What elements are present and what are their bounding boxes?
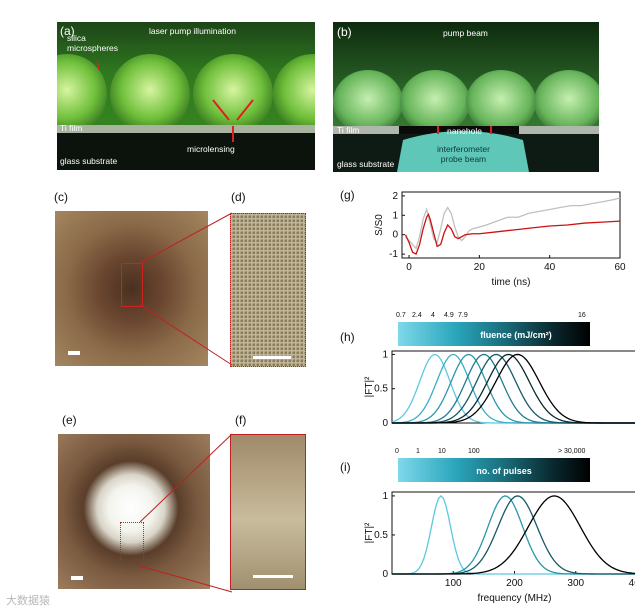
pulses-colorbar	[398, 458, 590, 482]
zoom-lines-ef	[140, 433, 233, 593]
scale-bar-e	[71, 576, 83, 580]
glass-substrate-label: glass substrate	[60, 156, 118, 166]
y-axis-label: S/S0	[374, 214, 385, 236]
colorbar-tick-label: 100	[468, 448, 480, 455]
y-tick-label: -1	[389, 249, 398, 260]
panel-h-label: (h)	[340, 330, 355, 344]
colorbar-tick-label: > 30,000	[558, 448, 586, 455]
scale-bar-d	[253, 356, 291, 359]
series-line	[391, 354, 635, 424]
x-tick-label: 200	[506, 578, 523, 589]
nanohole-illustration	[333, 70, 599, 172]
colorbar-tick-label: 7.9	[458, 312, 468, 319]
colorbar-tick-label: 1	[416, 448, 420, 455]
colorbar-tick-label: 0.7	[396, 312, 406, 319]
x-tick-label: 400	[629, 578, 635, 589]
series-line	[391, 353, 635, 424]
series-line	[392, 495, 635, 575]
series-line	[391, 353, 635, 424]
pump-beam-label: pump beam	[443, 28, 488, 38]
x-tick-label: 60	[614, 262, 626, 273]
panel-f-image	[230, 434, 306, 590]
ti-film-label: Ti film	[60, 123, 83, 133]
panel-e-label: (e)	[62, 413, 77, 427]
colorbar-tick-label: 10	[438, 448, 446, 455]
panel-a-label: (a)	[60, 24, 75, 38]
zoom-lines-cd	[140, 212, 233, 366]
x-tick-label: 40	[544, 262, 556, 273]
microlensing-label: microlensing	[187, 144, 235, 154]
series-line	[391, 353, 635, 424]
x-tick-label: 300	[567, 578, 584, 589]
watermark: 大数据猿	[6, 595, 50, 607]
series-line	[404, 212, 621, 256]
series-line	[392, 495, 635, 575]
y-tick-label: 1	[382, 349, 388, 360]
panel-c-image	[55, 211, 208, 366]
panel-d-label: (d)	[231, 190, 246, 204]
fluence-colorbar-title: fluence (mJ/cm²)	[480, 330, 552, 340]
x-tick-label: 0	[406, 262, 412, 273]
microsphere-illustration	[57, 54, 315, 170]
zoom-box-e	[120, 522, 144, 568]
pulses-title: no. of pulses	[476, 466, 532, 476]
fluence-colorbar	[398, 322, 590, 346]
chart-h: 0 0.5 1 |FT|²	[364, 349, 635, 429]
zoom-box-c	[121, 263, 143, 307]
y-tick-label: 2	[392, 191, 398, 202]
y-tick-label: 0	[382, 569, 388, 580]
y-tick-label: 1	[392, 210, 398, 221]
y-axis-label: |FT|²	[364, 376, 375, 397]
panel-b-image: (b) pump beam Ti film nanohole glass sub…	[333, 22, 599, 172]
pulses-colorbar-title: no. of pulses	[476, 466, 532, 476]
panel-e-image	[58, 434, 210, 589]
x-axis-label: frequency (MHz)	[478, 593, 552, 604]
panel-c-label: (c)	[54, 190, 68, 204]
fluence-title: fluence (mJ/cm²)	[480, 330, 552, 340]
colorbar-tick-label: 4	[431, 312, 435, 319]
series-line	[405, 197, 621, 250]
series-line	[391, 353, 635, 424]
series-line	[392, 495, 635, 575]
scale-bar-f	[253, 575, 293, 578]
x-tick-label: 20	[474, 262, 486, 273]
colorbar-tick-label: 0	[395, 448, 399, 455]
glass-substrate-label-b: glass substrate	[337, 159, 395, 169]
panel-g-label: (g)	[340, 188, 355, 202]
probe-beam-label: interferometer probe beam	[437, 144, 490, 164]
colorbar-tick-label: 2.4	[412, 312, 422, 319]
series-line	[391, 353, 635, 424]
x-axis-label: time (ns)	[492, 277, 531, 288]
illumination-label: laser pump illumination	[149, 26, 236, 36]
y-tick-label: 0.5	[374, 384, 388, 395]
microspheres-label: silica microspheres	[67, 33, 119, 53]
ti-film-label-b: Ti film	[337, 125, 360, 135]
panel-d-image	[230, 213, 306, 367]
nanohole-label: nanohole	[447, 126, 482, 136]
series-line	[391, 494, 635, 575]
panel-a-image: (a) laser pump illumination silica micro…	[57, 22, 315, 170]
series-line	[391, 353, 635, 424]
chart-i: 0 0.5 1 100 200 300 400 frequency (MHz) |FT|²	[364, 491, 635, 604]
x-tick-label: 100	[445, 578, 462, 589]
scale-bar-c	[68, 351, 80, 355]
colorbar-tick-label: 4.9	[444, 312, 454, 319]
panel-b-label: (b)	[337, 25, 352, 39]
y-tick-label: 0	[382, 418, 388, 429]
y-tick-label: 0.5	[374, 530, 388, 541]
plot-frame	[401, 191, 621, 259]
y-axis-label: |FT|²	[364, 522, 375, 543]
panel-i-label: (i)	[340, 460, 351, 474]
colorbar-tick-label: 16	[578, 312, 586, 319]
y-tick-label: 0	[392, 230, 398, 241]
y-tick-label: 1	[382, 491, 388, 502]
panel-f-label: (f)	[235, 413, 247, 427]
